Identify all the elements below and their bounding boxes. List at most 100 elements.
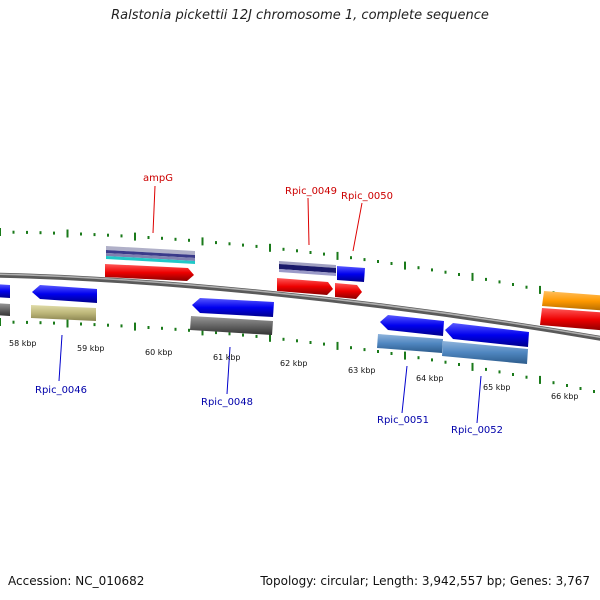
minor-tick [363, 258, 366, 262]
inner-tick-ring [0, 318, 595, 393]
major-tick [66, 229, 69, 238]
minor-tick [282, 247, 285, 251]
minor-tick [377, 350, 379, 353]
major-tick [66, 319, 69, 328]
minor-tick [323, 342, 325, 346]
gene-ampG-arrow[interactable] [105, 264, 194, 281]
minor-tick [120, 234, 123, 238]
minor-tick [444, 270, 447, 274]
minor-tick [566, 384, 568, 387]
major-tick [471, 272, 474, 281]
minor-tick [431, 268, 433, 272]
gene-rpic-0052-arrow[interactable] [445, 323, 529, 347]
gene-label-ampG[interactable]: ampG [143, 173, 173, 184]
gene-left-edge-grey[interactable] [0, 303, 10, 316]
minor-tick [39, 231, 42, 235]
minor-tick [12, 230, 15, 234]
major-tick [0, 318, 1, 326]
gene-label-rpic-0049[interactable]: Rpic_0049 [285, 186, 337, 197]
minor-tick [512, 373, 514, 376]
major-tick [201, 237, 204, 246]
gene-rpic-0050-arrow[interactable] [335, 283, 362, 299]
gene-label-rpic-0052[interactable]: Rpic_0052 [451, 425, 503, 436]
gene-rpic-0052-block[interactable] [442, 341, 528, 364]
minor-tick [188, 328, 190, 332]
minor-tick [147, 236, 150, 239]
gene-feature-orange[interactable] [542, 291, 600, 311]
minor-tick [363, 348, 366, 352]
minor-tick [390, 262, 393, 265]
minor-tick [525, 285, 528, 289]
minor-tick [512, 283, 514, 286]
gene-rpic-0046-arrow[interactable] [32, 285, 97, 303]
gene-feature-red-right[interactable] [540, 308, 600, 331]
gene-label-rpic-0050[interactable]: Rpic_0050 [341, 191, 393, 202]
minor-tick [147, 326, 150, 329]
major-tick [404, 351, 406, 360]
major-tick [471, 362, 474, 371]
minor-tick [12, 320, 15, 324]
minor-tick [350, 256, 352, 260]
gene-feature-ampG-stack[interactable] [106, 246, 195, 264]
map-title: Ralstonia pickettii 12J chromosome 1, co… [111, 8, 489, 23]
minor-tick [296, 249, 298, 253]
minor-tick [296, 339, 298, 343]
scale-label-65kbp: 65 kbp [483, 383, 511, 392]
major-tick [201, 327, 204, 336]
major-tick [134, 232, 136, 241]
minor-tick [107, 323, 109, 327]
minor-tick [485, 367, 487, 371]
gene-rpic-0050-blue-block[interactable] [337, 266, 365, 282]
minor-tick [242, 333, 244, 337]
gene-rpic-0051-block[interactable] [377, 334, 443, 353]
minor-tick [53, 231, 55, 235]
minor-tick [242, 243, 244, 247]
gene-rpic-0048-block[interactable] [190, 316, 273, 335]
gene-rpic-0048-arrow[interactable] [192, 298, 274, 317]
topology-text: Topology: circular; Length: 3,942,557 bp… [260, 574, 590, 588]
minor-tick [215, 241, 217, 245]
minor-tick [228, 332, 231, 336]
minor-tick [431, 358, 433, 362]
gene-rpic-0046-block[interactable] [31, 305, 96, 321]
minor-tick [458, 273, 460, 276]
major-tick [539, 285, 541, 294]
minor-tick [93, 233, 96, 237]
gene-label-rpic-0046[interactable]: Rpic_0046 [35, 385, 87, 396]
scale-label-60kbp: 60 kbp [145, 348, 173, 357]
minor-tick [26, 230, 28, 234]
scale-label-59kbp: 59 kbp [77, 344, 105, 353]
minor-tick [228, 242, 231, 246]
scale-label-66kbp: 66 kbp [551, 392, 579, 401]
minor-tick [80, 232, 82, 236]
major-tick [336, 341, 339, 350]
minor-tick [377, 260, 379, 263]
minor-tick [498, 370, 501, 374]
gene-left-edge-blue[interactable] [0, 284, 10, 298]
scale-label-63kbp: 63 kbp [348, 366, 376, 375]
minor-tick [107, 233, 109, 237]
gene-rpic-0051-arrow[interactable] [380, 315, 444, 336]
major-tick [269, 243, 271, 252]
minor-tick [282, 337, 285, 341]
chromosome-backbone [0, 272, 600, 341]
minor-tick [120, 324, 123, 328]
minor-tick [215, 331, 217, 335]
major-tick [0, 228, 1, 236]
gene-label-rpic-0048[interactable]: Rpic_0048 [201, 397, 253, 408]
minor-tick [161, 236, 163, 240]
minor-tick [309, 251, 312, 254]
bottom-leader-lines [58, 334, 482, 424]
minor-tick [525, 375, 528, 379]
gene-label-rpic-0051[interactable]: Rpic_0051 [377, 415, 429, 426]
gene-feature-rpic-0049-stack[interactable] [279, 261, 336, 276]
scale-label-61kbp: 61 kbp [213, 353, 241, 362]
scale-label-62kbp: 62 kbp [280, 359, 308, 368]
gene-rpic-0049-arrow[interactable] [277, 278, 333, 295]
minor-tick [579, 387, 582, 390]
minor-tick [53, 321, 55, 325]
major-tick [404, 261, 406, 270]
minor-tick [390, 352, 393, 355]
minor-tick [417, 356, 420, 360]
major-tick [134, 322, 136, 331]
